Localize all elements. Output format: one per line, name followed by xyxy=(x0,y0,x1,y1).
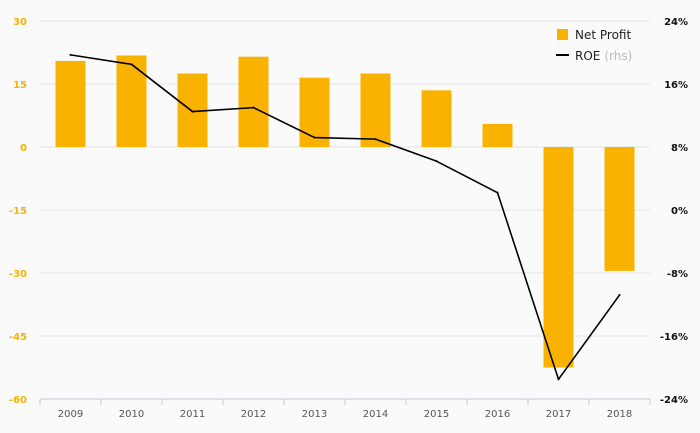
right-y-axis: 24% 16% 8% 0% -8% -16% -24% xyxy=(660,17,688,406)
roe-point-2015 xyxy=(435,160,438,163)
roe-point-2016 xyxy=(496,191,499,194)
x-tick-label: 2012 xyxy=(241,409,266,420)
x-axis-labels: 2009 2010 2011 2012 2013 2014 2015 2016 2017 2018 xyxy=(58,409,632,420)
left-tick-label: 30 xyxy=(13,17,27,28)
x-tick-label: 2011 xyxy=(180,409,205,420)
legend-line-entry: ROE (rhs) xyxy=(575,49,632,63)
left-tick-label: 0 xyxy=(20,143,27,154)
right-tick-label: -8% xyxy=(667,269,688,280)
x-tick-label: 2017 xyxy=(546,409,571,420)
right-tick-label: 16% xyxy=(664,80,688,91)
net-profit-bars xyxy=(55,55,635,368)
left-tick-label: -60 xyxy=(9,395,27,406)
roe-point-2012 xyxy=(252,106,255,109)
x-axis xyxy=(39,398,651,405)
bar-2009 xyxy=(55,60,86,147)
roe-line xyxy=(70,54,621,381)
x-tick-label: 2016 xyxy=(485,409,510,420)
roe-point-2017 xyxy=(557,378,560,381)
bar-2017 xyxy=(543,147,574,368)
right-tick-label: 8% xyxy=(671,143,688,154)
left-tick-label: -30 xyxy=(9,269,27,280)
right-tick-label: -24% xyxy=(660,395,688,406)
x-tick-label: 2013 xyxy=(302,409,327,420)
legend-line-label: ROE xyxy=(575,49,600,63)
bar-2012 xyxy=(238,56,269,148)
left-tick-label: -45 xyxy=(9,332,27,343)
right-tick-label: -16% xyxy=(660,332,688,343)
left-tick-label: 15 xyxy=(13,80,27,91)
left-y-axis: 30 15 0 -15 -30 -45 -60 xyxy=(9,17,27,406)
right-tick-label: 0% xyxy=(671,206,688,217)
bar-2010 xyxy=(116,55,147,147)
x-tick-label: 2009 xyxy=(58,409,83,420)
legend-bar-label: Net Profit xyxy=(575,28,631,42)
roe-line-series xyxy=(69,53,621,381)
roe-point-2013 xyxy=(313,136,316,139)
right-tick-label: 24% xyxy=(664,17,688,28)
legend: Net Profit ROE (rhs) xyxy=(556,28,632,63)
x-tick-label: 2014 xyxy=(363,409,388,420)
roe-point-2011 xyxy=(191,110,194,113)
roe-point-2014 xyxy=(374,138,377,141)
bar-2015 xyxy=(421,90,452,147)
roe-point-2010 xyxy=(130,63,133,66)
x-tick-label: 2018 xyxy=(607,409,632,420)
x-tick-label: 2010 xyxy=(119,409,144,420)
roe-point-2018 xyxy=(618,294,621,297)
legend-bar-swatch xyxy=(557,29,568,40)
legend-line-suffix: (rhs) xyxy=(604,49,632,63)
bar-2013 xyxy=(299,77,330,147)
roe-point-2009 xyxy=(69,53,72,56)
bar-2018 xyxy=(604,147,635,271)
bar-2016 xyxy=(482,123,513,147)
x-tick-label: 2015 xyxy=(424,409,449,420)
bar-2014 xyxy=(360,73,391,147)
left-tick-label: -15 xyxy=(9,206,27,217)
